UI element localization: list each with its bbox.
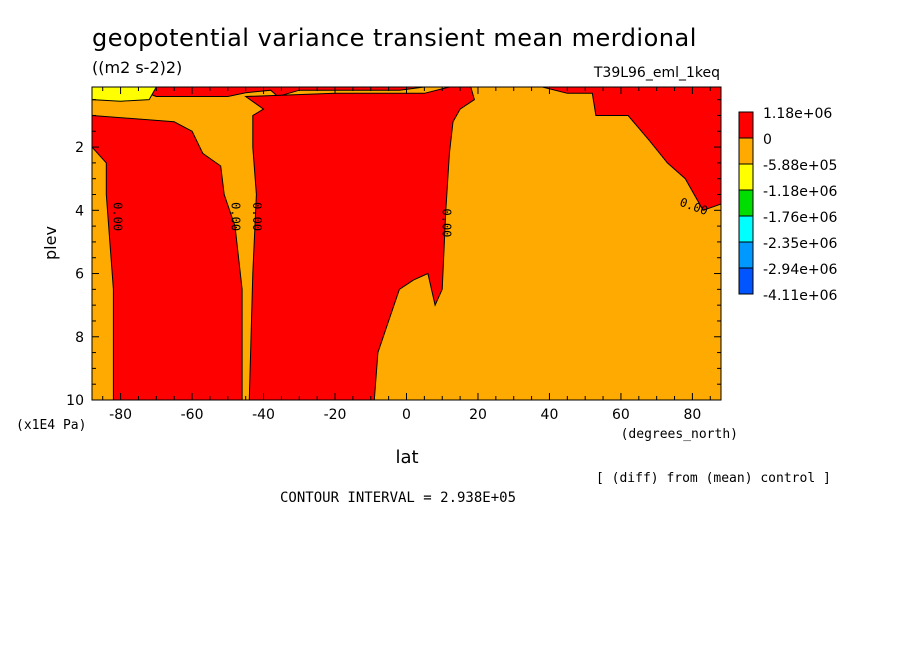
footnote: [ (diff) from (mean) control ] (596, 471, 831, 486)
x-tick-label: 40 (541, 407, 559, 423)
contour-label: 0.00 (110, 202, 124, 231)
y-tick-label: 4 (75, 203, 84, 219)
legend-swatch (738, 215, 754, 243)
region-south-pole-negative (91, 86, 158, 102)
contour-label: 0.00 (228, 202, 242, 231)
y-tick-label: 6 (75, 267, 84, 283)
plot-area (91, 86, 722, 401)
x-tick-label: -80 (109, 407, 132, 423)
legend-swatch (738, 111, 754, 139)
legend-label: -4.11e+06 (763, 288, 837, 304)
legend-swatch (738, 241, 754, 269)
x-tick-label: -60 (181, 407, 204, 423)
x-tick-label: 20 (469, 407, 487, 423)
legend-swatch (738, 189, 754, 217)
x-tick-label: 80 (683, 407, 701, 423)
legend-swatch (738, 137, 754, 165)
legend-label: 0 (763, 132, 772, 148)
legend-label: -1.76e+06 (763, 210, 837, 226)
chart-title: geopotential variance transient mean mer… (92, 24, 697, 52)
legend-swatch (738, 163, 754, 191)
region-southern-positive-band (91, 114, 243, 401)
y-tick-label: 2 (75, 140, 84, 156)
x-axis: -80 -60 -40 -20 0 20 40 60 80 (102, 87, 711, 423)
x-tick-label: 0 (402, 407, 411, 423)
legend-label: -2.35e+06 (763, 236, 837, 252)
legend-label: -2.94e+06 (763, 262, 837, 278)
legend-label: 1.18e+06 (763, 106, 832, 122)
x-tick-label: -20 (324, 407, 347, 423)
color-legend: 1.18e+06 0 -5.88e+05 -1.18e+06 -1.76e+06 -2.3… (738, 106, 837, 304)
x-axis-units: (degrees_north) (621, 427, 738, 442)
legend-swatch (738, 267, 754, 295)
x-tick-label: 60 (612, 407, 630, 423)
legend-label: -1.18e+06 (763, 184, 837, 200)
x-tick-label: -40 (252, 407, 275, 423)
contour-label: 0.00 (439, 208, 453, 237)
y-axis-units: (x1E4 Pa) (16, 418, 86, 433)
x-axis-label: lat (395, 447, 418, 468)
y-axis-label: plev (41, 226, 60, 260)
run-label: T39L96_eml_1keq (593, 65, 720, 81)
y-tick-label: 10 (66, 393, 84, 409)
y-tick-label: 8 (75, 330, 84, 346)
contour-interval: CONTOUR INTERVAL = 2.938E+05 (280, 490, 516, 506)
region-central-positive-band (244, 86, 475, 401)
chart-subtitle: ((m2 s-2)2) (92, 58, 182, 77)
contour-label: 0.00 (250, 202, 264, 231)
y-axis: 2 4 6 8 10 (66, 99, 721, 409)
legend-label: -5.88e+05 (763, 158, 837, 174)
